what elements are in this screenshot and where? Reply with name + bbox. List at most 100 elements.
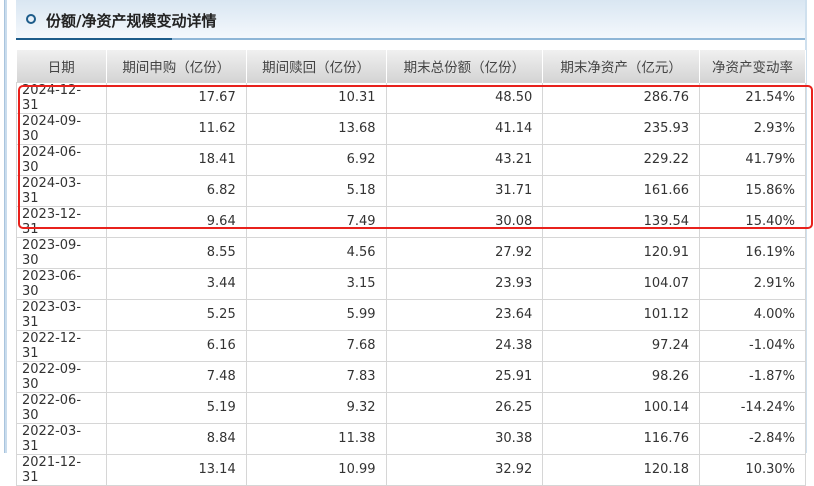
table-cell: 2024-09-30 [16,112,107,145]
table-cell: 2023-09-30 [16,236,107,269]
column-header: 日期 [16,50,107,82]
table-header-row: 日期 期间申购（亿份） 期间赎回（亿份） 期末总份额（亿份） 期末净资产（亿元） 净资产变… [16,50,806,82]
table-cell: -2.84% [699,422,806,455]
table-cell: 100.14 [542,391,701,424]
table-cell: 13.68 [245,112,387,145]
table-cell: 30.38 [385,422,544,455]
table-cell: 229.22 [542,143,701,176]
table-cell: 120.91 [542,236,701,269]
table-cell: 6.82 [105,174,247,207]
table-cell: 235.93 [542,112,701,145]
table-cell: 5.99 [245,298,387,331]
table-row: 2023-06-30 3.44 3.15 23.93 104.07 2.91% [16,267,806,300]
column-header: 期间赎回（亿份） [246,50,387,82]
circle-bullet-icon [26,14,36,24]
table-cell: 9.32 [245,391,387,424]
table-row: 2024-03-31 6.82 5.18 31.71 161.66 15.86% [16,174,806,207]
table-cell: 13.14 [105,453,247,486]
table-cell: 8.55 [105,236,247,269]
table-cell: 2022-03-31 [16,422,107,455]
table-cell: 16.19% [699,236,806,269]
header-underline-accent [16,38,172,40]
left-border [4,0,7,453]
table-cell: 30.08 [385,205,544,238]
table-cell: 23.64 [385,298,544,331]
table-cell: 5.18 [245,174,387,207]
share-scale-panel: 份额/净资产规模变动详情 日期 期间申购（亿份） 期间赎回（亿份） 期末总份额（亿份）… [16,0,807,486]
table-cell: 43.21 [385,143,544,176]
table-cell: -1.04% [699,329,806,362]
table-cell: 2022-09-30 [16,360,107,393]
table-row: 2022-12-31 6.16 7.68 24.38 97.24 -1.04% [16,329,806,362]
table-cell: 15.86% [699,174,806,207]
table-cell: 32.92 [385,453,544,486]
table-cell: 2022-12-31 [16,329,107,362]
table-cell: -14.24% [699,391,806,424]
table-cell: 3.44 [105,267,247,300]
table-cell: 2.93% [699,112,806,145]
table-cell: 286.76 [542,81,701,114]
table-row: 2024-06-30 18.41 6.92 43.21 229.22 41.79% [16,143,806,176]
table-cell: 6.16 [105,329,247,362]
section-header: 份额/净资产规模变动详情 [16,0,805,40]
table-cell: 98.26 [542,360,701,393]
table-row: 2024-09-30 11.62 13.68 41.14 235.93 2.93% [16,112,806,145]
table-cell: 120.18 [542,453,701,486]
table-cell: 10.31 [245,81,387,114]
table-row: 2022-06-30 5.19 9.32 26.25 100.14 -14.24% [16,391,806,424]
table-cell: 11.62 [105,112,247,145]
table-cell: 2023-06-30 [16,267,107,300]
table-cell: 97.24 [542,329,701,362]
table-cell: 101.12 [542,298,701,331]
table-row: 2022-03-31 8.84 11.38 30.38 116.76 -2.84% [16,422,806,455]
table-cell: 5.25 [105,298,247,331]
table-cell: 9.64 [105,205,247,238]
table-cell: 116.76 [542,422,701,455]
table-cell: 6.92 [245,143,387,176]
table-cell: 7.83 [245,360,387,393]
section-title: 份额/净资产规模变动详情 [46,12,217,30]
table-cell: -1.87% [699,360,806,393]
column-header: 期末净资产（亿元） [542,50,701,82]
table-cell: 4.56 [245,236,387,269]
table-cell: 41.14 [385,112,544,145]
column-header: 期末总份额（亿份） [386,50,544,82]
table-cell: 161.66 [542,174,701,207]
table-cell: 15.40% [699,205,806,238]
table-cell: 2024-12-31 [16,81,107,114]
table-row: 2023-12-31 9.64 7.49 30.08 139.54 15.40% [16,205,806,238]
table-cell: 27.92 [385,236,544,269]
table-cell: 2021-12-31 [16,453,107,486]
table-cell: 8.84 [105,422,247,455]
table-cell: 5.19 [105,391,247,424]
table-row: 2023-09-30 8.55 4.56 27.92 120.91 16.19% [16,236,806,269]
table-row: 2021-12-31 13.14 10.99 32.92 120.18 10.30% [16,453,806,486]
table-cell: 7.49 [245,205,387,238]
table-cell: 25.91 [385,360,544,393]
table-cell: 139.54 [542,205,701,238]
table-cell: 48.50 [385,81,544,114]
table-cell: 7.48 [105,360,247,393]
table-cell: 41.79% [699,143,806,176]
table-cell: 2.91% [699,267,806,300]
table-cell: 10.30% [699,453,806,486]
table-cell: 2022-06-30 [16,391,107,424]
table-cell: 11.38 [245,422,387,455]
table-row: 2024-12-31 17.67 10.31 48.50 286.76 21.54% [16,81,806,114]
table-cell: 2024-06-30 [16,143,107,176]
table-cell: 7.68 [245,329,387,362]
table-cell: 3.15 [245,267,387,300]
table-row: 2023-03-31 5.25 5.99 23.64 101.12 4.00% [16,298,806,331]
table-cell: 26.25 [385,391,544,424]
table-cell: 4.00% [699,298,806,331]
table-cell: 2024-03-31 [16,174,107,207]
column-header: 净资产变动率 [699,50,806,82]
table-cell: 24.38 [385,329,544,362]
table-cell: 104.07 [542,267,701,300]
table-row: 2022-09-30 7.48 7.83 25.91 98.26 -1.87% [16,360,806,393]
table-cell: 10.99 [245,453,387,486]
table-cell: 18.41 [105,143,247,176]
scale-change-table: 日期 期间申购（亿份） 期间赎回（亿份） 期末总份额（亿份） 期末净资产（亿元） 净资产变… [16,50,806,486]
table-cell: 31.71 [385,174,544,207]
column-header: 期间申购（亿份） [106,50,247,82]
